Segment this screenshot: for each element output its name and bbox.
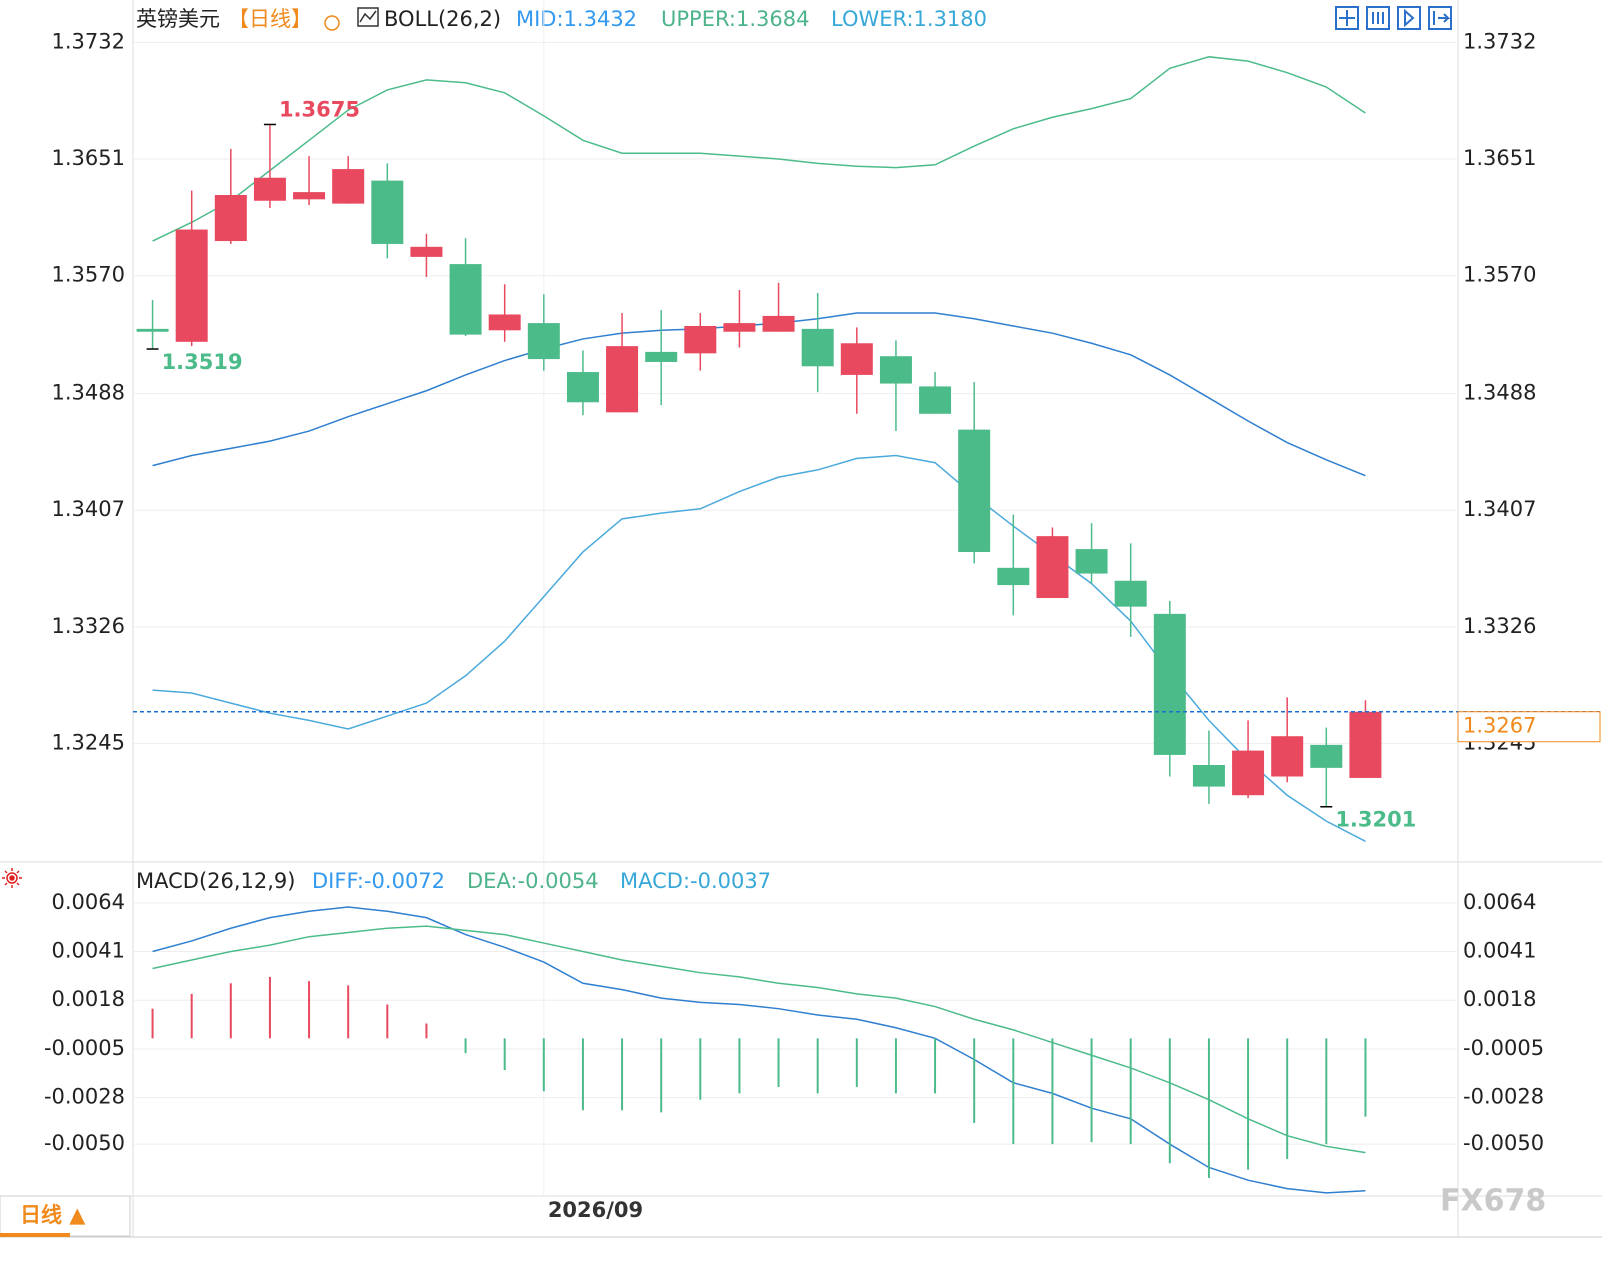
- y-tick-label: 1.3488: [52, 381, 125, 405]
- period-underline: [0, 1233, 70, 1237]
- candle-body: [449, 264, 482, 335]
- indicator-line: [152, 906, 1366, 1194]
- y-tick-label: 1.3651: [1463, 146, 1536, 170]
- candle-body: [175, 229, 208, 342]
- candle-body: [1271, 736, 1304, 777]
- candle-body: [997, 567, 1030, 586]
- y-tick-label: -0.0050: [44, 1131, 125, 1155]
- candle-body: [214, 195, 247, 242]
- price-label: 1.3267: [1463, 714, 1536, 738]
- candle-body: [723, 323, 756, 332]
- y-tick-label: 0.0041: [52, 939, 125, 963]
- price-box: [1457, 711, 1601, 743]
- y-tick-label: 1.3570: [1463, 263, 1536, 287]
- toolbar: [1335, 6, 1452, 30]
- candle-body: [371, 180, 404, 244]
- y-tick-label: 1.3245: [52, 730, 125, 754]
- indicator-line: [152, 56, 1366, 242]
- y-tick-label: 1.3651: [52, 146, 125, 170]
- tool-button[interactable]: [1366, 6, 1390, 30]
- legend-entry: LOWER:1.3180: [831, 7, 987, 31]
- candle-body: [136, 328, 169, 332]
- y-tick-label: -0.0005: [44, 1036, 125, 1060]
- period-icon[interactable]: [324, 15, 340, 31]
- y-tick-label: 1.3407: [1463, 497, 1536, 521]
- extreme-label: 1.3201: [1335, 808, 1416, 832]
- y-tick-label: 1.3326: [1463, 614, 1536, 638]
- candle-body: [1349, 711, 1382, 778]
- indicator-title: BOLL(26,2): [384, 7, 501, 31]
- chart-title: MACD(26,12,9): [136, 869, 296, 893]
- y-tick-label: -0.0028: [1463, 1085, 1544, 1109]
- legend-entry: UPPER:1.3684: [661, 7, 809, 31]
- y-tick-label: 0.0064: [52, 890, 125, 914]
- candle-body: [1114, 580, 1147, 607]
- candle-body: [919, 386, 952, 414]
- candle-body: [840, 343, 873, 375]
- legend-entry: MACD:-0.0037: [620, 869, 771, 893]
- y-tick-label: 1.3326: [52, 614, 125, 638]
- y-tick-label: 0.0064: [1463, 890, 1536, 914]
- candle-body: [488, 314, 521, 331]
- indicator-icon-line: [359, 10, 377, 23]
- y-tick-label: 0.0041: [1463, 939, 1536, 963]
- extreme-label: 1.3519: [162, 350, 243, 374]
- tool-button[interactable]: [1335, 6, 1359, 30]
- tool-button[interactable]: [1397, 6, 1421, 30]
- candle-body: [293, 192, 326, 200]
- legend-entry: MID:1.3432: [516, 7, 637, 31]
- candle-body: [684, 325, 717, 354]
- y-tick-label: 1.3732: [1463, 29, 1536, 53]
- candle-body: [527, 323, 560, 360]
- candle-body: [1153, 613, 1186, 755]
- legend-entry: DIFF:-0.0072: [312, 869, 445, 893]
- y-tick-label: 0.0018: [1463, 987, 1536, 1011]
- frame: [0, 0, 1602, 1238]
- candle-body: [958, 429, 991, 552]
- candle-body: [1192, 765, 1225, 787]
- candle-body: [606, 346, 639, 413]
- chart-title: 英镑美元: [136, 7, 220, 31]
- y-tick-label: 1.3732: [52, 29, 125, 53]
- candle-body: [801, 328, 834, 367]
- period-label: 【日线】: [228, 7, 312, 31]
- y-tick-label: -0.0050: [1463, 1131, 1544, 1155]
- candle-body: [332, 169, 365, 204]
- extreme-label: 1.3675: [279, 97, 360, 121]
- candle-body: [879, 356, 912, 384]
- y-tick-label: -0.0028: [44, 1085, 125, 1109]
- y-tick-label: 1.3488: [1463, 381, 1536, 405]
- candle-body: [1232, 750, 1265, 796]
- candle-body: [566, 372, 599, 403]
- watermark: FX678: [1440, 1184, 1546, 1219]
- period-button[interactable]: [0, 1195, 131, 1237]
- y-tick-label: 0.0018: [52, 987, 125, 1011]
- y-tick-label: 1.3407: [52, 497, 125, 521]
- candle-body: [253, 177, 286, 201]
- candle-body: [762, 315, 795, 332]
- y-tick-label: -0.0005: [1463, 1036, 1544, 1060]
- period-button-label[interactable]: 日线 ▲: [20, 1203, 86, 1227]
- candle-body: [410, 246, 443, 257]
- y-tick-label: 1.3570: [52, 263, 125, 287]
- legend-entry: DEA:-0.0054: [467, 869, 599, 893]
- candle-body: [645, 351, 678, 362]
- candle-body: [1036, 536, 1069, 599]
- x-tick-label: 2026/09: [548, 1198, 643, 1222]
- macd-icon: [2, 868, 22, 888]
- indicator-line: [152, 925, 1366, 1154]
- tool-button[interactable]: [1428, 6, 1452, 30]
- indicator-line: [152, 312, 1366, 477]
- candle-body: [1310, 744, 1343, 768]
- indicator-icon[interactable]: [357, 7, 379, 27]
- candle-body: [1075, 549, 1108, 574]
